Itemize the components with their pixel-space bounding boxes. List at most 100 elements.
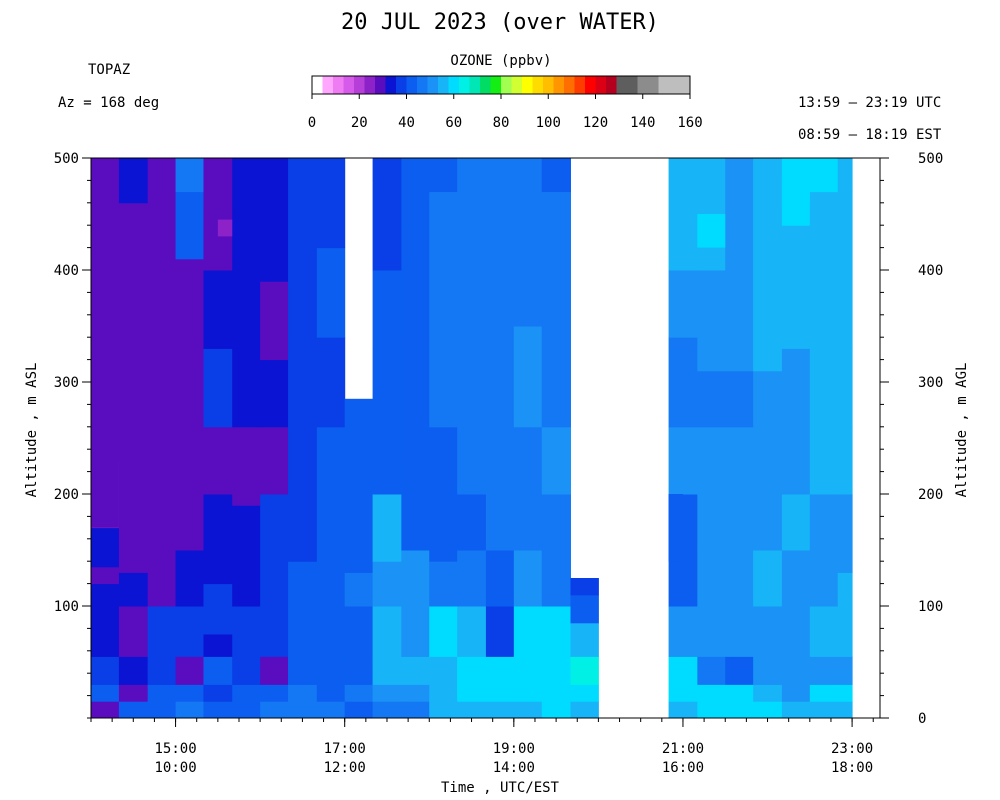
axes: 15:00 10:00 17:00 12:00 19:00 14:00 21:00 16:00…	[54, 151, 944, 776]
ozone-cell	[753, 270, 783, 372]
ozone-cell	[668, 426, 698, 495]
ozone-cell	[697, 550, 726, 607]
ozone-cell	[288, 684, 318, 702]
ozone-cell	[668, 270, 698, 338]
azimuth-label: Az = 168 deg	[58, 95, 160, 111]
colorbar-tick-label: 140	[630, 115, 655, 131]
y-tick-label-right: 100	[918, 599, 943, 615]
colorbar-segment	[532, 76, 544, 94]
ozone-cell	[316, 606, 346, 657]
ozone-cell	[344, 656, 374, 685]
y-tick-label-right: 500	[918, 151, 943, 167]
ozone-cell	[175, 158, 204, 193]
ozone-cell	[372, 701, 402, 719]
ozone-cell	[203, 494, 233, 585]
ozone-cell	[316, 656, 346, 685]
ozone-cell	[401, 449, 430, 495]
ozone-cell	[781, 656, 811, 685]
ozone-cell	[344, 449, 374, 529]
ozone-cell	[175, 359, 204, 484]
ozone-cell	[401, 348, 430, 450]
ozone-cell	[260, 426, 289, 495]
ozone-cell	[429, 494, 458, 562]
ozone-cell	[668, 494, 683, 562]
ozone-cell	[118, 606, 149, 657]
ozone-cell	[344, 606, 374, 657]
ozone-cell	[147, 370, 177, 461]
ozone-cell	[753, 494, 783, 551]
ozone-cell	[372, 494, 402, 562]
ozone-cell	[457, 180, 487, 349]
ozone-cell	[485, 158, 515, 181]
ozone-cell	[203, 701, 233, 719]
ozone-cell	[91, 566, 120, 585]
y-tick-label-right: 300	[918, 375, 943, 391]
ozone-cell	[725, 494, 754, 551]
ozone-cell	[781, 180, 810, 203]
ozone-cell	[147, 606, 177, 657]
ozone-cell	[118, 202, 149, 361]
ozone-cell	[809, 550, 839, 607]
colorbar-segment	[543, 76, 554, 94]
x-tick-label-est: 14:00	[493, 760, 535, 776]
colorbar-tick-label: 40	[398, 115, 415, 131]
colorbar-segment	[595, 76, 607, 94]
colorbar-segment	[385, 76, 397, 94]
ozone-cell	[457, 348, 487, 428]
ozone-cell	[457, 701, 487, 719]
ozone-cell	[401, 684, 430, 702]
ozone-cell	[175, 482, 204, 551]
ozone-cell	[401, 225, 430, 349]
ozone-cell	[288, 158, 318, 249]
ozone-cell	[203, 684, 233, 702]
ozone-cell	[147, 158, 177, 249]
ozone-cell	[118, 684, 149, 702]
colorbar-segment	[616, 76, 628, 94]
ozone-cell	[316, 684, 346, 702]
ozone-cell	[401, 158, 430, 226]
colorbar-tick-label: 20	[351, 115, 368, 131]
ozone-cell	[429, 606, 458, 657]
ozone-cell	[288, 656, 318, 685]
ozone-cell	[457, 656, 487, 685]
ozone-cell	[91, 684, 120, 702]
ozone-cell	[513, 426, 543, 495]
ozone-cell	[203, 158, 233, 204]
ozone-cell	[203, 583, 233, 635]
ozone-cell	[725, 270, 754, 372]
ozone-cell	[668, 158, 698, 271]
x-tick-label-est: 18:00	[831, 760, 873, 776]
ozone-cell	[429, 701, 458, 719]
ozone-cell	[118, 572, 149, 607]
ozone-cell	[697, 426, 726, 495]
colorbar-segment	[669, 76, 680, 94]
ozone-cell	[344, 701, 374, 719]
ozone-cell	[175, 550, 204, 607]
ozone-cell	[781, 684, 811, 702]
ozone-cell	[809, 656, 839, 685]
ozone-cell	[513, 494, 543, 551]
ozone-cell	[344, 527, 374, 573]
colorbar-segment	[354, 76, 365, 94]
x-tick-label-est: 16:00	[662, 760, 704, 776]
ozone-cell	[91, 158, 120, 349]
colorbar-segment	[574, 76, 586, 94]
ozone-cell	[781, 701, 811, 719]
ozone-cell	[175, 656, 204, 685]
ozone-cell	[725, 426, 754, 495]
ozone-cell	[147, 460, 177, 573]
ozone-cell	[429, 684, 458, 702]
ozone-cell	[753, 606, 783, 657]
ozone-cell	[781, 606, 811, 657]
ozone-cell	[513, 606, 543, 657]
utc-time-range: 13:59 – 23:19 UTC	[798, 95, 942, 111]
ozone-cell	[91, 701, 120, 719]
ozone-cell	[372, 684, 402, 702]
ozone-cell	[485, 550, 515, 607]
ozone-cell	[541, 550, 571, 607]
y-tick-label-left: 100	[54, 599, 79, 615]
colorbar-tick-label: 60	[445, 115, 462, 131]
ozone-cell	[725, 684, 754, 702]
colorbar-tick-label: 80	[493, 115, 510, 131]
ozone-cell	[781, 348, 811, 428]
